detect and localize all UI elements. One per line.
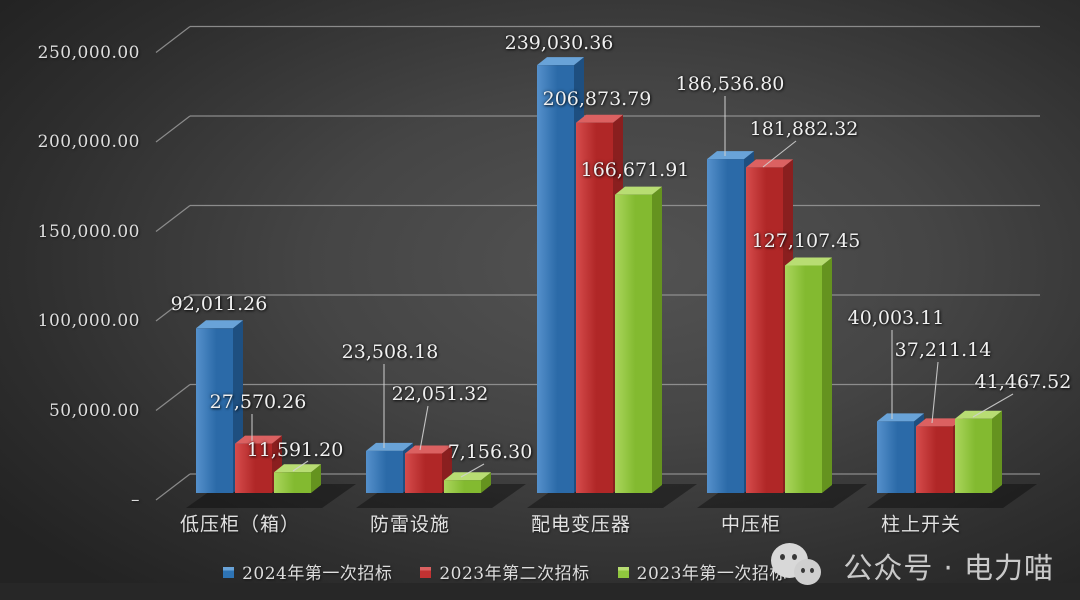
legend-label: 2023年第二次招标 [439,563,590,584]
legend-marker [420,566,432,578]
bar [615,186,662,493]
legend-item: 2023年第一次招标 [617,559,787,584]
legend-item: 2024年第一次招标 [223,559,392,584]
legend-marker [617,566,629,578]
bar [785,257,832,493]
bar [444,472,491,493]
legend-label: 2023年第一次招标 [636,563,787,584]
gridline-depth [155,384,191,411]
legend-item: 2023年第二次招标 [420,559,589,584]
gridline-depth [155,473,191,501]
watermark: 公众号 · 电力喵 [771,537,1054,595]
gridline-depth [155,26,191,53]
bottom-strip [0,583,1080,600]
gridline-depth [155,205,191,232]
leader-line [460,463,485,478]
leader-line [762,140,797,168]
legend-label: 2024年第一次招标 [242,563,393,584]
gridline-depth [155,115,191,143]
legend-marker [223,566,235,578]
wechat-icon [771,540,833,592]
leader-line [972,393,1014,418]
legend: 2024年第一次招标 2023年第二次招标 2023年第一次招标 [150,559,860,584]
gridline-depth [155,294,191,322]
wechat-bubble-small [794,559,822,585]
leader-line [931,361,939,424]
leader-line [292,460,309,472]
bar [274,464,321,493]
bar [955,410,1002,493]
leader-line [419,405,429,451]
watermark-text: 公众号 · 电力喵 [843,551,1054,585]
